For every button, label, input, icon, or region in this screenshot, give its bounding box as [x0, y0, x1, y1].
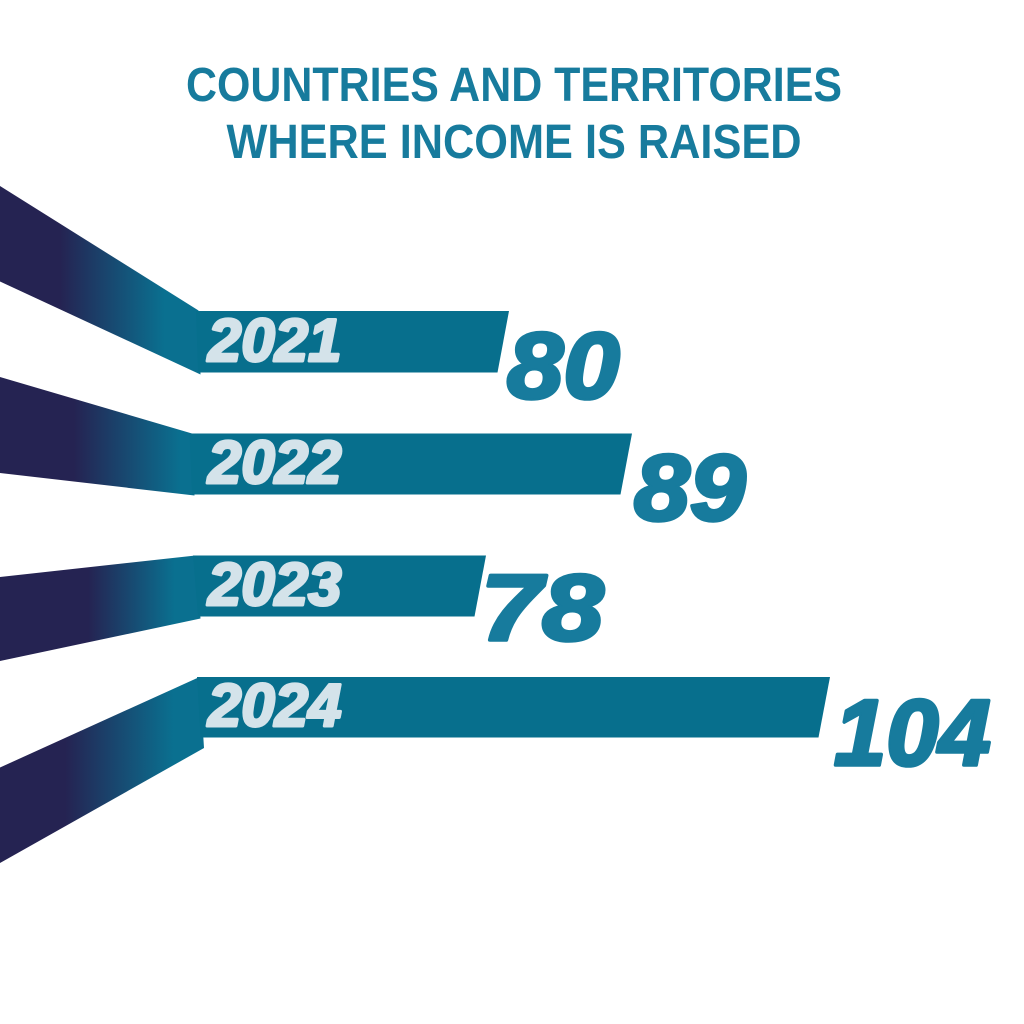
svg-text:104: 104 [834, 680, 991, 785]
svg-text:2022: 2022 [207, 429, 341, 496]
svg-text:2024: 2024 [207, 672, 341, 739]
svg-text:COUNTRIES AND TERRITORIES: COUNTRIES AND TERRITORIES [186, 59, 842, 112]
svg-text:78: 78 [481, 555, 604, 660]
svg-text:80: 80 [507, 313, 620, 418]
svg-text:89: 89 [634, 435, 746, 540]
svg-text:2023: 2023 [207, 551, 341, 618]
svg-text:WHERE INCOME IS RAISED: WHERE INCOME IS RAISED [227, 116, 802, 169]
svg-text:2021: 2021 [207, 307, 341, 374]
